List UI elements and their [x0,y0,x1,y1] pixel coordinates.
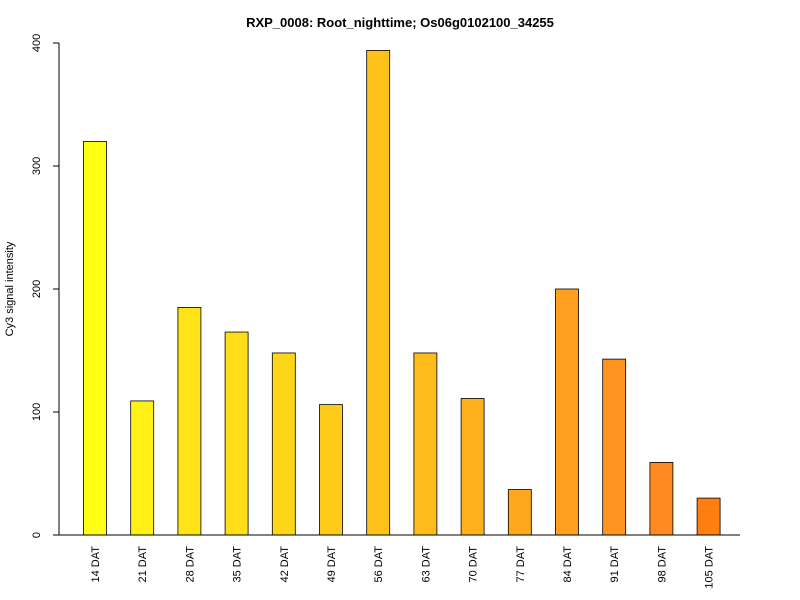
x-tick-label: 91 DAT [609,546,621,583]
x-tick-label: 14 DAT [90,546,102,583]
bar [224,331,249,536]
y-tick-label: 100 [31,403,43,421]
bar [319,404,343,536]
x-tick-label: 28 DAT [184,546,196,583]
x-tick-label: 84 DAT [562,546,574,583]
bar [460,398,485,536]
bars [83,49,721,536]
y-tick-label: 300 [31,157,43,175]
x-tick-label: 105 DAT [704,546,716,589]
x-tick-label: 70 DAT [468,546,480,583]
x-tick-label: 77 DAT [515,546,527,583]
y-tick-label: 200 [31,280,43,298]
y-axis-label: Cy3 signal intensity [4,241,16,336]
x-tick-label: 35 DAT [232,546,244,583]
x-tick-label: 98 DAT [656,546,668,583]
y-tick-label: 400 [31,34,43,52]
chart-title: RXP_0008: Root_nighttime; Os06g0102100_3… [246,15,554,30]
y-tick-label: 0 [31,532,43,538]
bar [413,352,438,536]
bar [83,140,107,536]
y-axis: 0 100 200 300 400 [31,34,60,538]
bar [555,288,579,536]
bar [649,462,674,536]
bar [507,489,532,536]
x-tick-label: 56 DAT [373,546,385,583]
bar [366,49,391,536]
x-axis: 14 DAT 21 DAT 28 DAT 35 DAT 42 DAT 49 DAT 56 D… [59,534,740,589]
x-tick-label: 42 DAT [279,546,291,583]
bar [130,400,155,536]
x-tick-label: 49 DAT [326,546,338,583]
bar [271,352,296,536]
x-tick-label: 63 DAT [420,546,432,583]
bar [602,358,627,536]
bar [696,497,721,536]
x-tick-label: 21 DAT [137,546,149,583]
bar [177,307,202,536]
